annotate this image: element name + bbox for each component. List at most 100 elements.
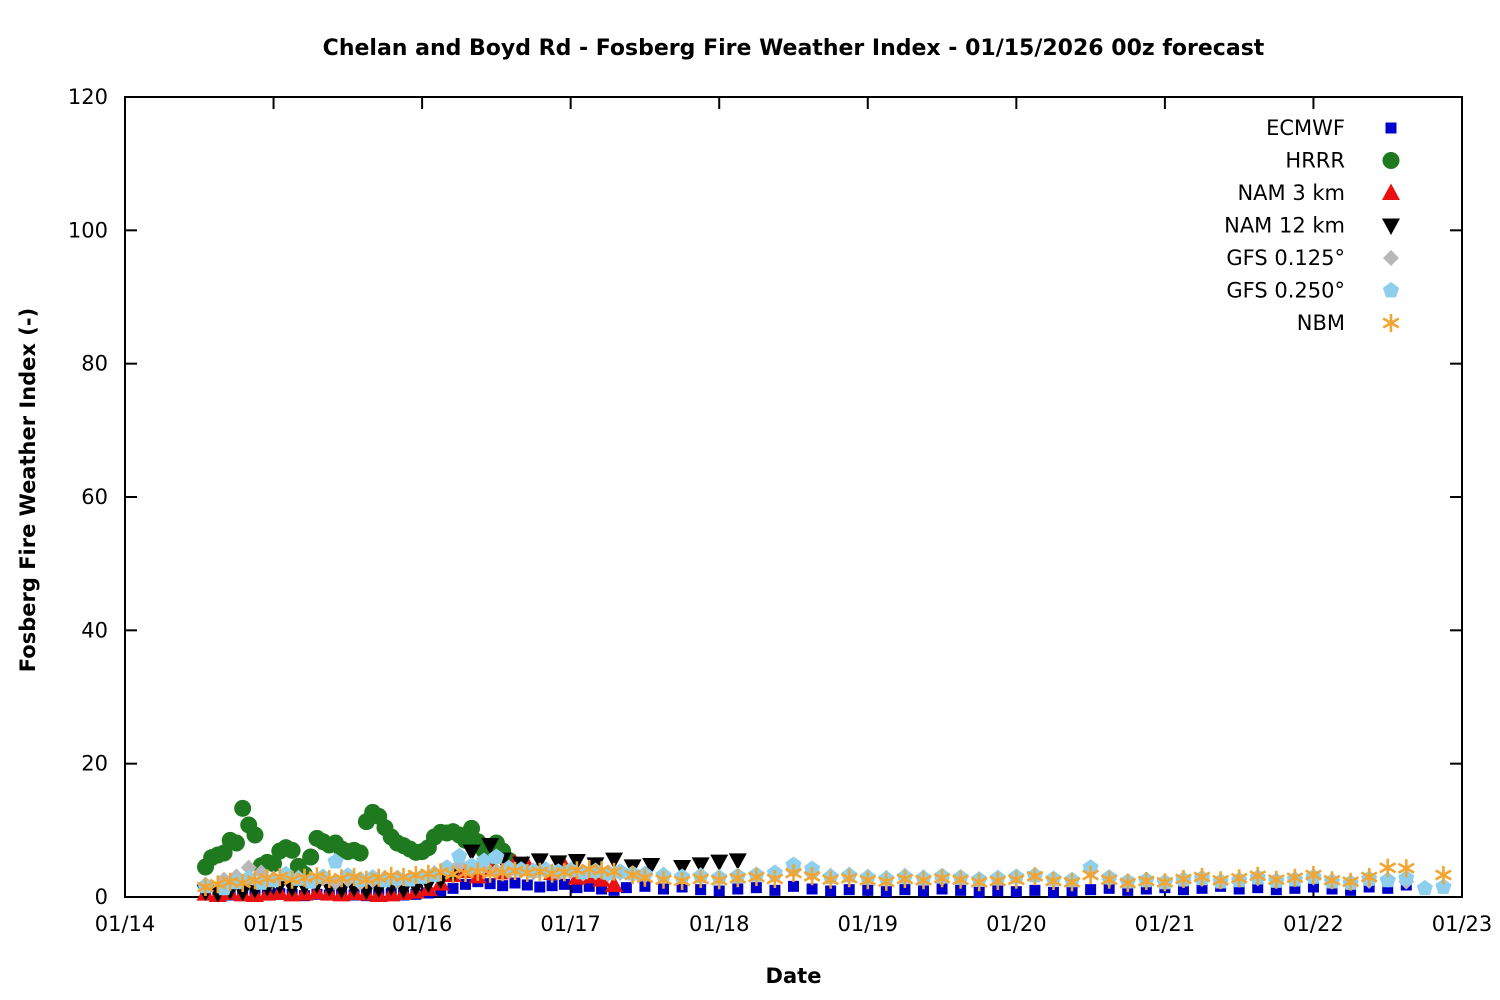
ecmwf-point bbox=[992, 885, 1004, 897]
nam-12-km-point bbox=[481, 838, 500, 855]
gfs-0-250-point bbox=[1379, 871, 1396, 888]
ecmwf-point bbox=[973, 886, 985, 898]
ecmwf-point bbox=[1382, 882, 1394, 894]
nbm-point bbox=[729, 869, 747, 888]
ecmwf-point bbox=[484, 878, 496, 890]
ecmwf-point bbox=[497, 880, 509, 892]
ecmwf-point bbox=[509, 877, 521, 889]
nbm-point bbox=[1323, 871, 1341, 890]
legend-marker-gfs-0-125 bbox=[1383, 250, 1399, 266]
nbm-point bbox=[197, 878, 214, 896]
ecmwf-point bbox=[1085, 884, 1097, 896]
chart-title: Chelan and Boyd Rd - Fosberg Fire Weathe… bbox=[322, 36, 1265, 61]
nbm-point bbox=[1286, 868, 1304, 887]
nbm-point bbox=[234, 874, 252, 892]
nbm-point bbox=[1434, 866, 1452, 884]
nbm-point bbox=[840, 869, 858, 888]
ecmwf-point bbox=[435, 885, 447, 897]
ecmwf-point bbox=[880, 886, 892, 898]
ecmwf-point bbox=[571, 882, 583, 894]
nam-12-km-point bbox=[710, 854, 729, 872]
ecmwf-point bbox=[558, 878, 570, 890]
nbm-point bbox=[933, 869, 951, 888]
x-axis-tick-label: 01/23 bbox=[1432, 912, 1493, 936]
nbm-point bbox=[952, 870, 970, 889]
ecmwf-point bbox=[1010, 886, 1022, 898]
nbm-point bbox=[915, 871, 932, 890]
ecmwf-point bbox=[843, 884, 855, 896]
y-axis: 0 20 40 60 80 100 120 bbox=[68, 85, 1462, 909]
nam-12-km-point bbox=[728, 853, 747, 870]
nbm-point bbox=[624, 866, 642, 884]
legend-item-nam-12-km: NAM 12 km bbox=[1224, 214, 1400, 238]
gfs-0-250-point bbox=[463, 857, 480, 873]
nbm-point bbox=[766, 870, 784, 888]
hrrr-point bbox=[227, 834, 245, 852]
y-axis-tick-label: 0 bbox=[95, 885, 108, 909]
nbm-point bbox=[970, 873, 988, 892]
x-axis-tick-label: 01/19 bbox=[838, 912, 899, 936]
legend-item-nam-3-km: NAM 3 km bbox=[1237, 181, 1400, 205]
ecmwf-point bbox=[1289, 882, 1301, 894]
nbm-point bbox=[1026, 867, 1044, 886]
hrrr-point bbox=[234, 799, 252, 817]
y-axis-label: Fosberg Fire Weather Index (-) bbox=[16, 307, 40, 673]
x-axis-tick-label: 01/22 bbox=[1283, 912, 1344, 936]
gfs-0-250-point bbox=[612, 863, 629, 879]
series-nbm bbox=[197, 858, 1452, 896]
nbm-point bbox=[1175, 870, 1192, 888]
hrrr-point bbox=[283, 841, 301, 859]
legend-label-hrrr: HRRR bbox=[1285, 149, 1345, 173]
x-axis-tick-label: 01/16 bbox=[392, 912, 453, 936]
nbm-point bbox=[1156, 873, 1174, 892]
nbm-point bbox=[747, 868, 765, 886]
legend: ECMWF HRRR NAM 3 km NAM 12 km GFS 0.125° GFS … bbox=[1224, 116, 1400, 335]
ecmwf-point bbox=[1252, 882, 1264, 894]
y-axis-tick-label: 40 bbox=[81, 618, 108, 642]
ecmwf-point bbox=[1233, 883, 1245, 895]
nbm-point bbox=[1305, 866, 1322, 884]
nbm-point bbox=[710, 871, 728, 890]
legend-marker-nam-12-km bbox=[1382, 218, 1400, 235]
nbm-point bbox=[877, 872, 895, 891]
x-axis-label: Date bbox=[765, 964, 822, 988]
ecmwf-point bbox=[583, 880, 595, 892]
nbm-point bbox=[673, 872, 691, 890]
nbm-point bbox=[1193, 868, 1211, 886]
hrrr-point bbox=[351, 844, 369, 862]
ecmwf-point bbox=[917, 885, 929, 897]
gfs-0-250-point bbox=[1416, 879, 1433, 896]
x-axis-tick-label: 01/14 bbox=[95, 912, 156, 936]
ecmwf-point bbox=[546, 880, 558, 892]
ecmwf-point bbox=[620, 882, 632, 894]
ecmwf-point bbox=[534, 881, 546, 893]
nbm-point bbox=[1045, 872, 1062, 890]
x-axis-tick-label: 01/21 bbox=[1135, 912, 1196, 936]
hrrr-point bbox=[302, 848, 320, 866]
ecmwf-point bbox=[788, 880, 799, 892]
legend-label-gfs-0-125: GFS 0.125° bbox=[1226, 246, 1345, 270]
legend-item-ecmwf: ECMWF bbox=[1266, 116, 1397, 140]
legend-marker-hrrr bbox=[1382, 152, 1400, 169]
y-axis-tick-label: 120 bbox=[68, 85, 108, 109]
legend-label-nam-3-km: NAM 3 km bbox=[1237, 181, 1345, 205]
ecmwf-point bbox=[695, 884, 707, 896]
nbm-point bbox=[1397, 859, 1415, 878]
nbm-point bbox=[1119, 874, 1137, 892]
x-axis-tick-label: 01/20 bbox=[986, 912, 1047, 936]
x-axis-tick-label: 01/18 bbox=[689, 912, 750, 936]
hrrr-point bbox=[265, 855, 283, 873]
ecmwf-point bbox=[1029, 884, 1041, 896]
hrrr-point bbox=[215, 844, 233, 862]
nam-12-km-point bbox=[605, 852, 624, 870]
ecmwf-point bbox=[521, 879, 533, 891]
legend-item-gfs-0-125: GFS 0.125° bbox=[1226, 246, 1399, 270]
legend-item-gfs-0-250: GFS 0.250° bbox=[1226, 279, 1400, 303]
nbm-point bbox=[271, 868, 289, 886]
y-axis-tick-label: 100 bbox=[68, 218, 108, 242]
nbm-point bbox=[1137, 872, 1155, 890]
ecmwf-point bbox=[825, 885, 837, 897]
ecmwf-point bbox=[459, 878, 471, 890]
hrrr-point bbox=[463, 819, 481, 837]
y-axis-tick-label: 20 bbox=[81, 752, 108, 776]
